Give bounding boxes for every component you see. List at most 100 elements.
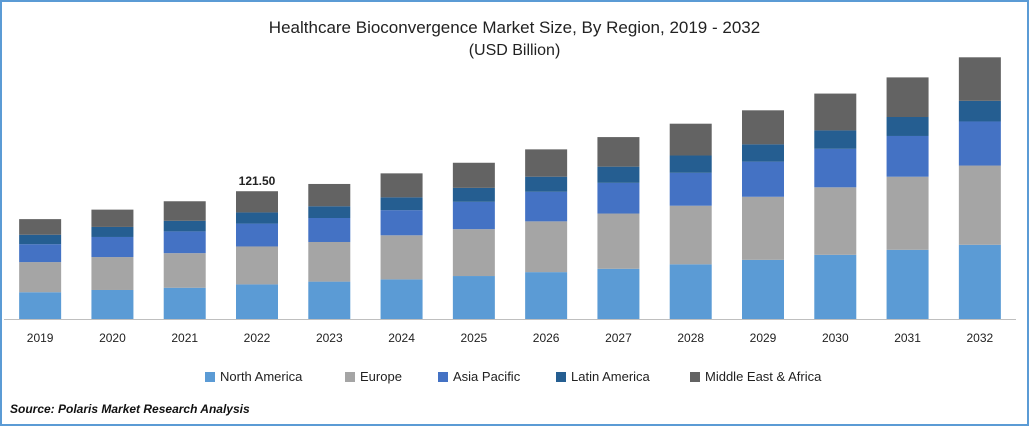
bar-2020-europe <box>91 257 134 290</box>
bar-2023-europe <box>308 242 351 282</box>
x-tick-label: 2020 <box>99 331 126 345</box>
source-note: Source: Polaris Market Research Analysis <box>10 402 250 416</box>
bar-2026-europe <box>525 221 568 273</box>
bar-2019-middle-east-africa <box>19 219 62 235</box>
x-tick-label: 2030 <box>822 331 849 345</box>
bar-2022-middle-east-africa <box>236 191 278 213</box>
bar-2025-europe <box>452 229 495 277</box>
x-tick-label: 2023 <box>316 331 343 345</box>
bar-2031-middle-east-africa <box>886 77 929 118</box>
x-tick-label: 2026 <box>533 331 560 345</box>
annotations: 121.50 <box>239 174 276 188</box>
bar-2027-north-america <box>597 268 640 319</box>
bar-2023-north-america <box>308 281 351 319</box>
bar-2031-europe <box>886 176 929 250</box>
legend-label: Asia Pacific <box>453 369 521 384</box>
chart-subtitle: (USD Billion) <box>468 42 561 59</box>
bar-2028-north-america <box>669 264 712 319</box>
bar-2025-middle-east-africa <box>452 162 495 188</box>
bar-2031-latin-america <box>886 117 929 136</box>
bar-2028-europe <box>669 205 712 265</box>
x-tick-label: 2029 <box>750 331 777 345</box>
bars-group <box>19 57 1001 319</box>
bar-2032-north-america <box>958 244 1001 319</box>
bar-2028-latin-america <box>669 155 712 173</box>
x-tick-labels: 2019 2020 2021 2022 2023 2024 2025 2026 2027 2028… <box>27 331 994 345</box>
bar-2026-asia-pacific <box>525 191 568 222</box>
bar-2021-north-america <box>163 287 206 319</box>
bar-2025-latin-america <box>452 187 495 202</box>
bar-2023-asia-pacific <box>308 218 351 242</box>
x-tick-label: 2024 <box>388 331 415 345</box>
bar-2021-asia-pacific <box>163 231 206 254</box>
bar-2029-middle-east-africa <box>742 110 784 145</box>
bar-2026-middle-east-africa <box>525 149 568 177</box>
legend-label: Europe <box>360 369 402 384</box>
bar-2026-north-america <box>525 272 568 319</box>
bar-2021-europe <box>163 253 206 288</box>
bar-2019-asia-pacific <box>19 244 62 263</box>
bar-2027-middle-east-africa <box>597 137 640 167</box>
bar-2021-latin-america <box>163 220 206 232</box>
bar-2019-latin-america <box>19 234 62 245</box>
legend: North America Europe Asia Pacific Latin Ame… <box>205 369 822 384</box>
legend-label: Middle East & Africa <box>705 369 822 384</box>
bar-2028-middle-east-africa <box>669 123 712 156</box>
bar-2019-north-america <box>19 292 62 319</box>
legend-label: North America <box>220 369 303 384</box>
bar-2023-latin-america <box>308 206 351 218</box>
x-tick-label: 2022 <box>244 331 271 345</box>
bar-2032-europe <box>958 165 1001 245</box>
bar-2032-asia-pacific <box>958 121 1001 166</box>
x-tick-label: 2021 <box>171 331 198 345</box>
bar-2030-middle-east-africa <box>814 93 857 131</box>
bar-2024-middle-east-africa <box>380 173 423 198</box>
legend-swatch <box>556 372 566 382</box>
bar-2026-latin-america <box>525 176 568 192</box>
x-tick-label: 2019 <box>27 331 54 345</box>
bar-2022-europe <box>236 246 278 285</box>
bar-2020-middle-east-africa <box>91 209 134 227</box>
legend-label: Latin America <box>571 369 651 384</box>
bar-2031-asia-pacific <box>886 135 929 177</box>
bar-2019-europe <box>19 262 62 293</box>
x-tick-label: 2032 <box>967 331 994 345</box>
bar-2022-north-america <box>236 284 278 319</box>
legend-swatch <box>438 372 448 382</box>
bar-2028-asia-pacific <box>669 172 712 206</box>
bar-2024-north-america <box>380 279 423 319</box>
bar-2027-asia-pacific <box>597 182 640 214</box>
bar-2030-asia-pacific <box>814 148 857 188</box>
bar-2030-europe <box>814 187 857 255</box>
bar-2020-asia-pacific <box>91 236 134 258</box>
bar-2029-europe <box>742 196 784 260</box>
bar-2024-asia-pacific <box>380 210 423 236</box>
bar-2030-latin-america <box>814 130 857 149</box>
chart-title: Healthcare Bioconvergence Market Size, B… <box>268 18 761 37</box>
bar-2024-europe <box>380 235 423 280</box>
bar-2025-asia-pacific <box>452 201 495 230</box>
bar-2032-latin-america <box>958 100 1001 122</box>
bar-2023-middle-east-africa <box>308 183 351 207</box>
bar-2024-latin-america <box>380 197 423 211</box>
legend-swatch <box>205 372 215 382</box>
x-tick-label: 2031 <box>894 331 921 345</box>
bar-2029-latin-america <box>742 144 784 162</box>
data-label-total: 121.50 <box>239 174 276 188</box>
bar-2022-latin-america <box>236 212 278 224</box>
bar-2029-asia-pacific <box>742 161 784 197</box>
bar-2031-north-america <box>886 249 929 319</box>
bar-2027-europe <box>597 213 640 269</box>
bar-2025-north-america <box>452 276 495 319</box>
bar-2027-latin-america <box>597 166 640 183</box>
x-tick-label: 2027 <box>605 331 632 345</box>
legend-swatch <box>690 372 700 382</box>
bar-2032-middle-east-africa <box>958 57 1001 101</box>
bar-2020-north-america <box>91 289 134 319</box>
bar-2020-latin-america <box>91 226 134 237</box>
x-tick-label: 2028 <box>677 331 704 345</box>
legend-swatch <box>345 372 355 382</box>
bar-2029-north-america <box>742 259 784 319</box>
bar-2022-asia-pacific <box>236 223 278 247</box>
